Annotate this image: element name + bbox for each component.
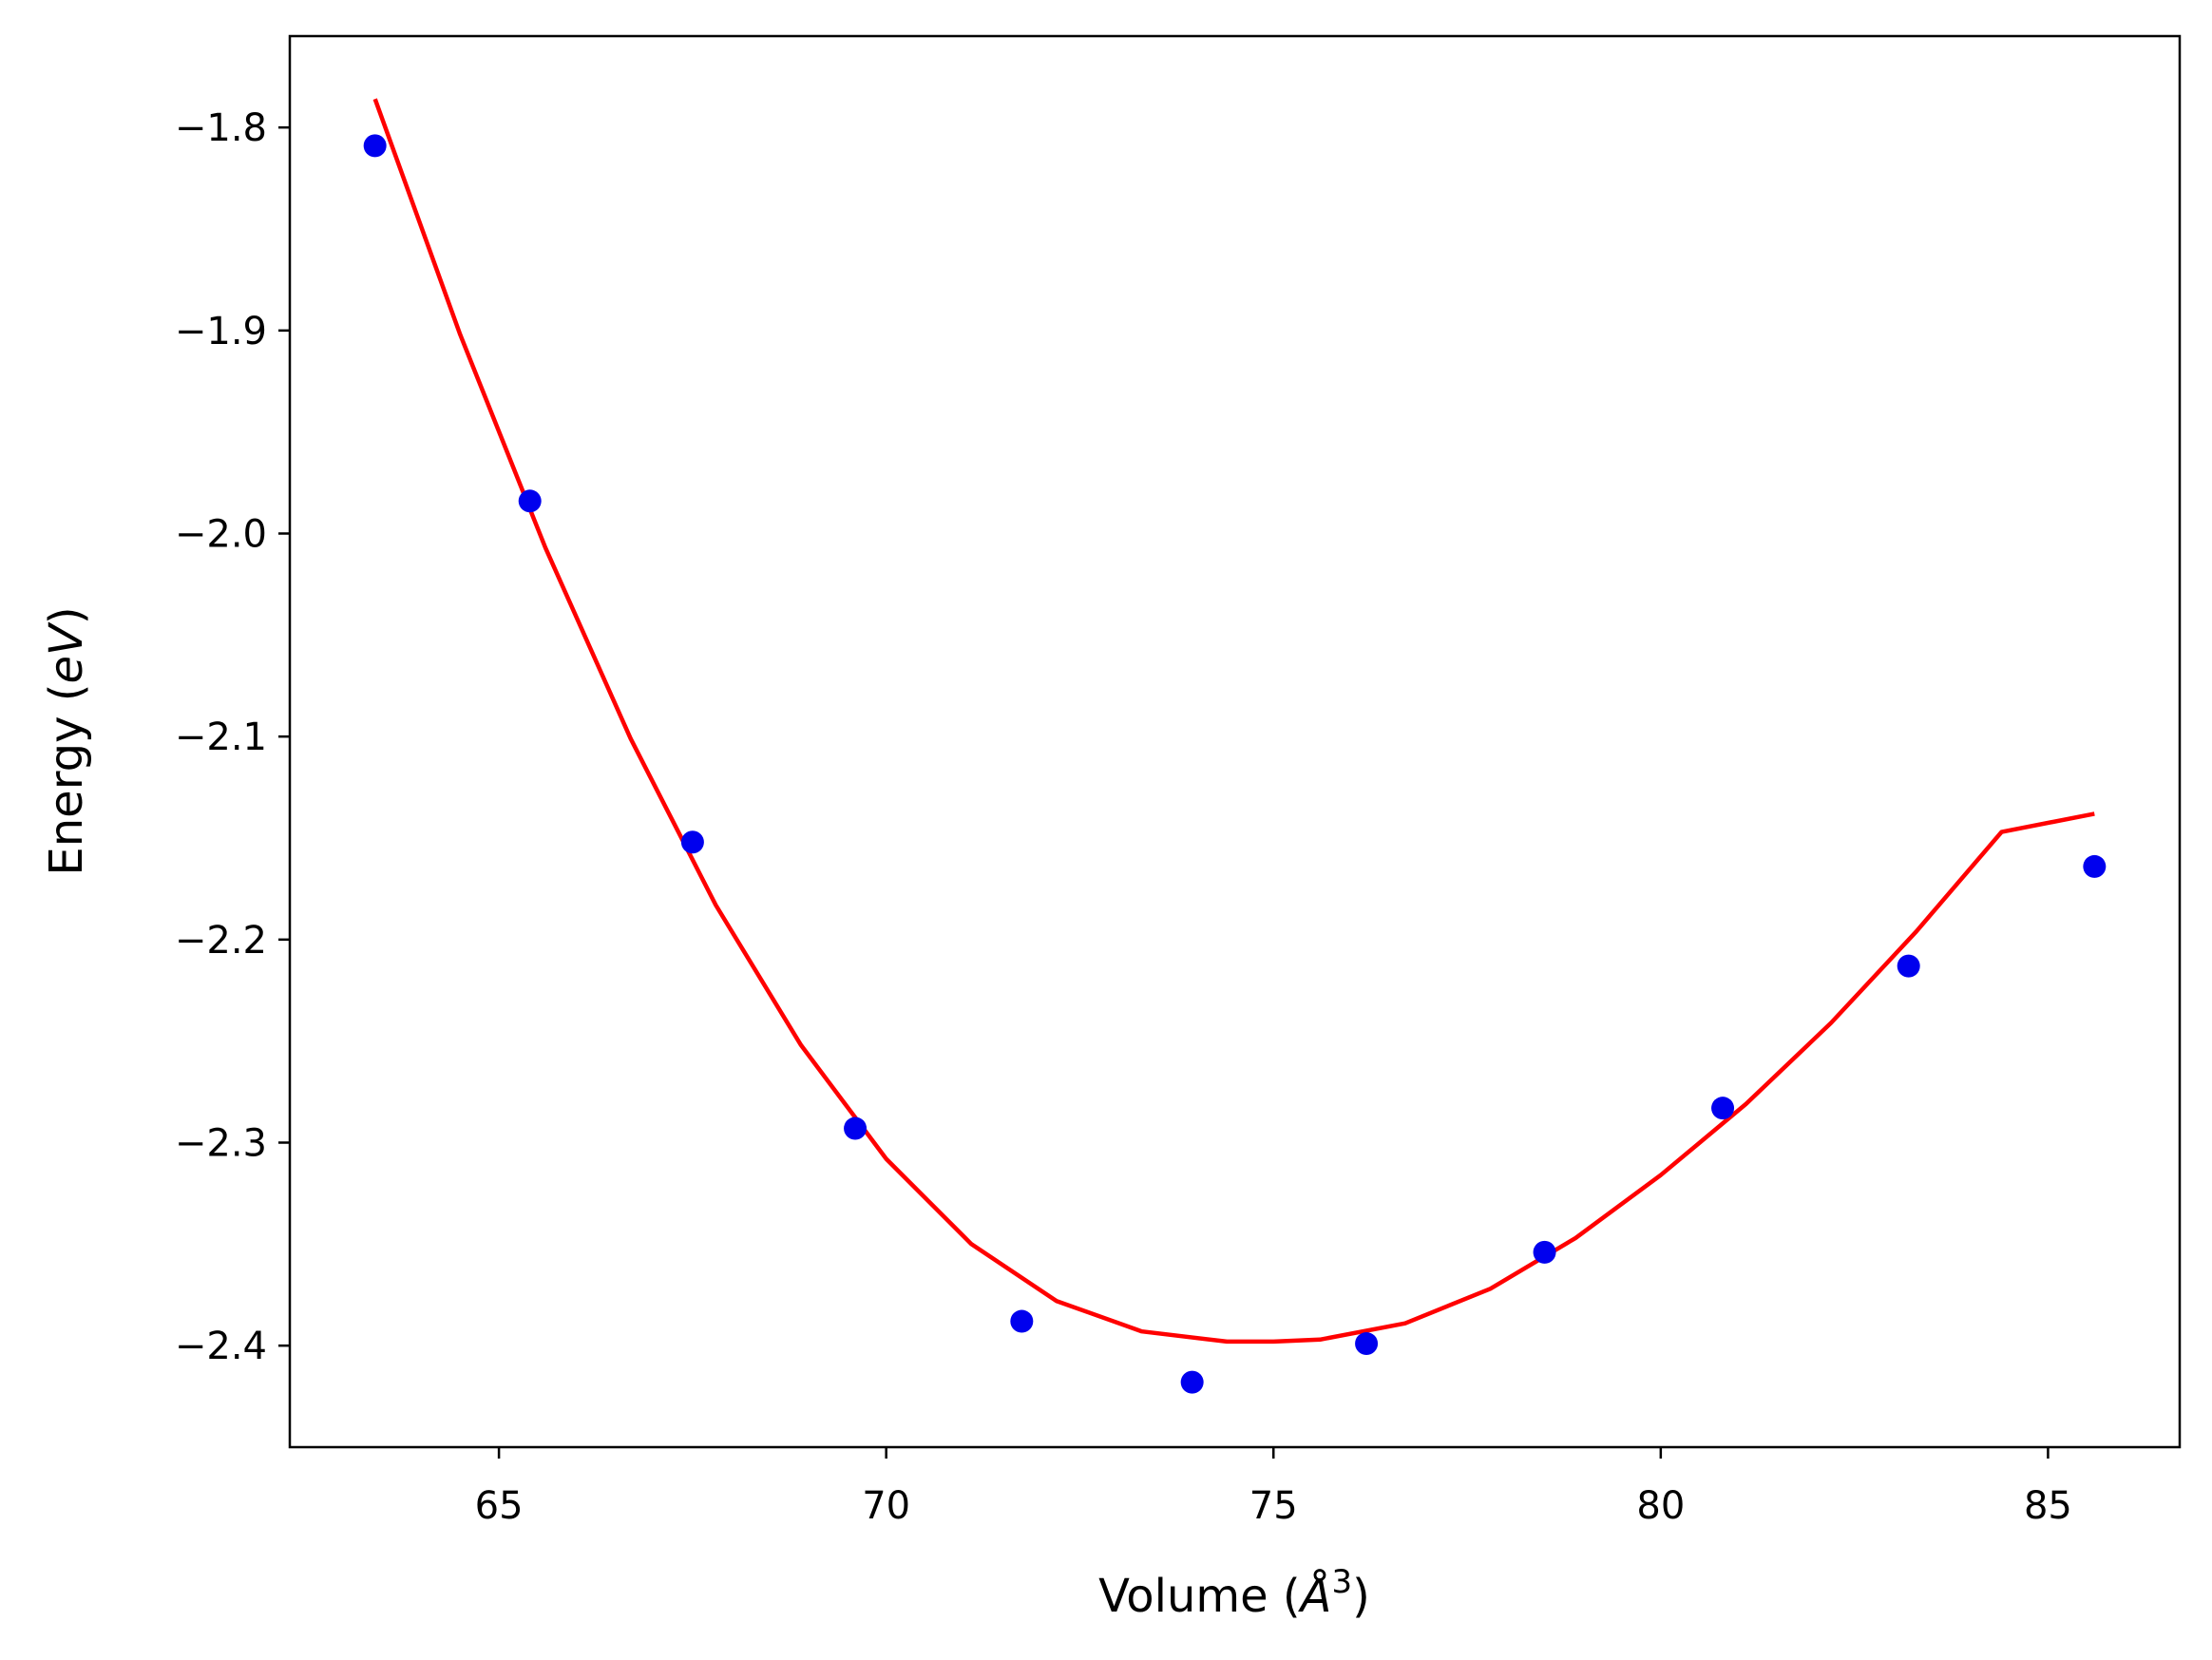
x-tick-label: 70 [862,1484,910,1528]
data-point [844,1116,868,1140]
y-axis-ticks: −1.8 −1.9 −2.0 −2.1 −2.2 −2.3 −2.4 [175,106,290,1368]
y-axis-label-symbol: eV [40,621,93,684]
y-tick-label: −1.9 [175,310,267,353]
y-axis-label: Energy (eV) [40,606,93,875]
data-point [1010,1309,1034,1333]
data-point [1533,1240,1556,1264]
data-point [680,830,704,854]
data-point [518,489,542,513]
y-tick-label: −2.3 [175,1121,267,1165]
x-tick-label: 75 [1249,1484,1298,1528]
axes-frame [288,34,2182,1449]
y-axis-label-suffix: ) [40,606,93,624]
x-axis-label-suffix: ) [1352,1570,1370,1623]
x-axis-label-prefix: Volume ( [1098,1570,1301,1623]
x-tick-label: 65 [475,1484,524,1528]
y-tick-label: −1.8 [175,106,267,150]
data-point [1355,1332,1379,1356]
y-tick-label: −2.4 [175,1325,267,1368]
data-point [1897,954,1920,978]
x-axis-label-symbol: Å [1298,1569,1332,1623]
y-tick-label: −2.0 [175,512,267,556]
data-point [1180,1370,1204,1394]
x-tick-label: 85 [2024,1484,2072,1528]
x-axis-label-superscript: 3 [1331,1563,1352,1601]
data-point [363,134,387,158]
x-tick-label: 80 [1636,1484,1685,1528]
plot-area [363,98,2107,1394]
x-axis-ticks: 65 70 75 80 85 [475,1447,2072,1528]
data-point [1711,1097,1735,1120]
fit-curve [372,98,2095,1345]
y-tick-label: −2.1 [175,716,267,759]
data-point [2083,854,2107,878]
y-axis-label-prefix: Energy ( [40,684,93,876]
x-axis-label: Volume (Å3) [1098,1563,1370,1623]
y-tick-label: −2.2 [175,919,267,963]
